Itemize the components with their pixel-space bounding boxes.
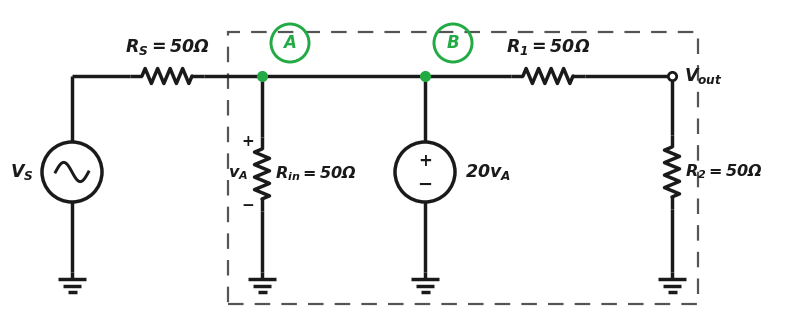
- Text: $\bfit{v}_{\bfit{A}}$: $\bfit{v}_{\bfit{A}}$: [228, 166, 248, 182]
- Text: $\bfit{V}_{\bfit{S}}$: $\bfit{V}_{\bfit{S}}$: [10, 162, 34, 182]
- Text: B: B: [446, 34, 459, 52]
- Text: $\bfit{R}_{\bfit{in}}$$\bfit{=50\Omega}$: $\bfit{R}_{\bfit{in}}$$\bfit{=50\Omega}$: [275, 165, 357, 183]
- Text: $\bfit{R}_{\bfit{2}}$$\bfit{=50\Omega}$: $\bfit{R}_{\bfit{2}}$$\bfit{=50\Omega}$: [685, 163, 762, 181]
- Text: $\bfit{R}_{\bfit{1}}$$\bfit{=50\Omega}$: $\bfit{R}_{\bfit{1}}$$\bfit{=50\Omega}$: [506, 37, 590, 57]
- Text: $\bfit{20v}_{\bfit{A}}$: $\bfit{20v}_{\bfit{A}}$: [465, 162, 511, 182]
- Text: −: −: [242, 198, 254, 214]
- Circle shape: [395, 142, 455, 202]
- Text: −: −: [418, 176, 433, 194]
- Text: $\bfit{R}_{\bfit{S}}$$\bfit{=50\Omega}$: $\bfit{R}_{\bfit{S}}$$\bfit{=50\Omega}$: [125, 37, 210, 57]
- Text: +: +: [242, 134, 254, 149]
- Text: $\bfit{V}_{\bfit{out}}$: $\bfit{V}_{\bfit{out}}$: [684, 66, 723, 86]
- Text: +: +: [418, 152, 432, 170]
- Circle shape: [42, 142, 102, 202]
- Text: A: A: [283, 34, 297, 52]
